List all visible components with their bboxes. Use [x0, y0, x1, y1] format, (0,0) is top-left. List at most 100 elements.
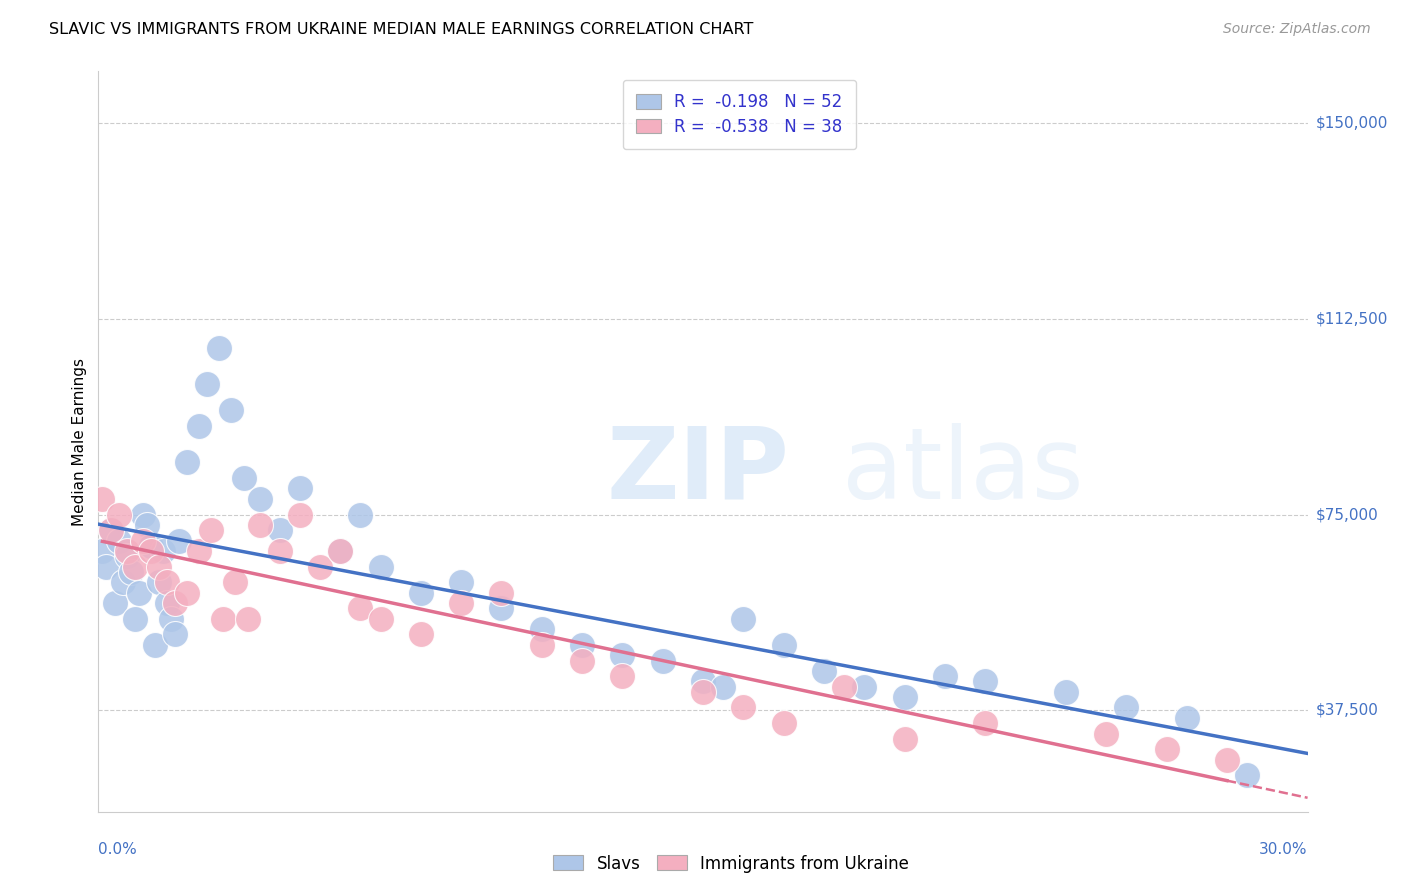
Point: [111, 575, 134, 590]
Point: [651, 653, 673, 667]
Text: ZIP: ZIP: [606, 423, 789, 520]
Point: [148, 575, 170, 590]
Point: [143, 638, 166, 652]
Point: [349, 601, 371, 615]
Point: [491, 586, 513, 600]
Point: [91, 491, 114, 506]
Point: [115, 544, 138, 558]
Point: [132, 508, 155, 522]
Point: [832, 680, 855, 694]
Text: $37,500: $37,500: [1316, 703, 1379, 717]
Point: [135, 518, 157, 533]
Point: [107, 508, 129, 522]
Point: [176, 455, 198, 469]
Text: Source: ZipAtlas.com: Source: ZipAtlas.com: [1223, 22, 1371, 37]
Point: [115, 549, 138, 564]
Text: 0.0%: 0.0%: [98, 842, 138, 857]
Point: [1054, 685, 1077, 699]
Point: [571, 638, 593, 652]
Point: [139, 544, 162, 558]
Point: [893, 731, 915, 746]
Point: [1236, 768, 1258, 782]
Point: [692, 685, 714, 699]
Legend: Slavs, Immigrants from Ukraine: Slavs, Immigrants from Ukraine: [547, 848, 915, 880]
Point: [221, 403, 243, 417]
Point: [612, 648, 634, 663]
Point: [349, 508, 371, 522]
Point: [309, 559, 332, 574]
Point: [974, 674, 997, 689]
Point: [893, 690, 915, 704]
Point: [152, 544, 174, 558]
Point: [409, 627, 432, 641]
Point: [530, 622, 553, 636]
Text: 30.0%: 30.0%: [1260, 842, 1308, 857]
Point: [409, 586, 432, 600]
Point: [139, 539, 162, 553]
Point: [188, 544, 211, 558]
Point: [128, 586, 150, 600]
Point: [100, 523, 122, 537]
Text: SLAVIC VS IMMIGRANTS FROM UKRAINE MEDIAN MALE EARNINGS CORRELATION CHART: SLAVIC VS IMMIGRANTS FROM UKRAINE MEDIAN…: [49, 22, 754, 37]
Point: [733, 612, 755, 626]
Point: [224, 575, 246, 590]
Point: [160, 612, 183, 626]
Point: [934, 669, 956, 683]
Point: [124, 559, 146, 574]
Point: [96, 559, 118, 574]
Point: [450, 596, 472, 610]
Point: [1095, 726, 1118, 740]
Point: [288, 508, 311, 522]
Point: [269, 544, 291, 558]
Point: [1156, 742, 1178, 756]
Point: [530, 638, 553, 652]
Point: [692, 674, 714, 689]
Point: [107, 533, 129, 548]
Point: [974, 716, 997, 731]
Point: [195, 377, 218, 392]
Point: [1115, 700, 1137, 714]
Point: [450, 575, 472, 590]
Point: [733, 700, 755, 714]
Point: [711, 680, 734, 694]
Legend: R =  -0.198   N = 52, R =  -0.538   N = 38: R = -0.198 N = 52, R = -0.538 N = 38: [623, 79, 856, 149]
Y-axis label: Median Male Earnings: Median Male Earnings: [72, 358, 87, 525]
Point: [612, 669, 634, 683]
Point: [208, 341, 231, 355]
Point: [167, 533, 190, 548]
Point: [249, 491, 271, 506]
Text: $112,500: $112,500: [1316, 311, 1388, 326]
Point: [772, 716, 794, 731]
Text: atlas: atlas: [842, 423, 1084, 520]
Point: [91, 544, 114, 558]
Point: [1175, 711, 1198, 725]
Point: [156, 596, 179, 610]
Point: [249, 518, 271, 533]
Point: [269, 523, 291, 537]
Point: [813, 664, 835, 678]
Point: [212, 612, 235, 626]
Text: $150,000: $150,000: [1316, 116, 1388, 131]
Point: [120, 565, 142, 579]
Point: [370, 612, 392, 626]
Point: [132, 533, 155, 548]
Point: [176, 586, 198, 600]
Point: [1216, 753, 1239, 767]
Point: [156, 575, 179, 590]
Point: [232, 471, 254, 485]
Point: [148, 559, 170, 574]
Point: [124, 612, 146, 626]
Point: [103, 596, 125, 610]
Point: [329, 544, 352, 558]
Point: [571, 653, 593, 667]
Point: [163, 627, 186, 641]
Point: [288, 482, 311, 496]
Point: [329, 544, 352, 558]
Point: [772, 638, 794, 652]
Point: [163, 596, 186, 610]
Text: $75,000: $75,000: [1316, 507, 1379, 522]
Point: [200, 523, 222, 537]
Point: [853, 680, 876, 694]
Point: [491, 601, 513, 615]
Point: [236, 612, 259, 626]
